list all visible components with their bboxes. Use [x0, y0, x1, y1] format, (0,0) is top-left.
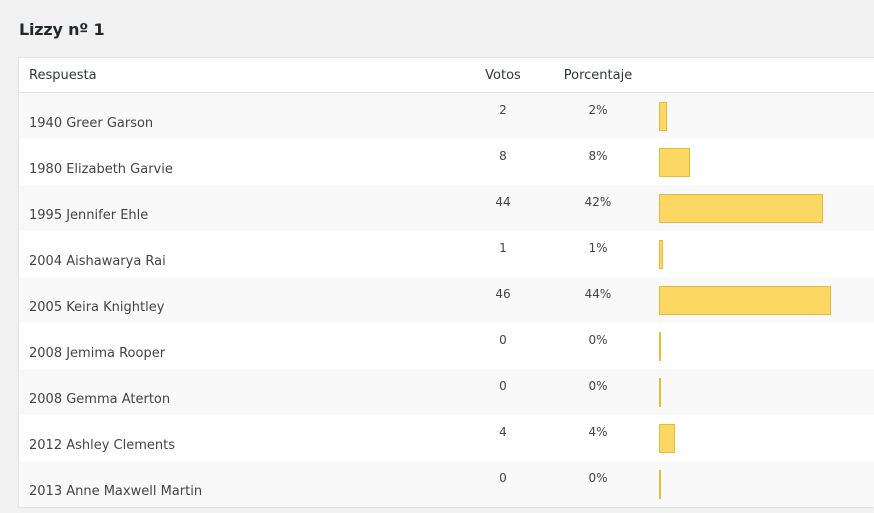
bar-cell: [653, 139, 874, 185]
bar-cell: [653, 323, 874, 369]
percent-cell: 2%: [543, 92, 653, 139]
bar-cell: [653, 185, 874, 231]
votes-cell: 0: [463, 369, 543, 415]
percent-bar: [659, 239, 663, 269]
percent-bar: [659, 285, 831, 315]
percent-cell: 1%: [543, 231, 653, 277]
answer-cell: 2008 Jemima Rooper: [18, 323, 463, 369]
percent-bar: [659, 377, 661, 407]
table-row: 2012 Ashley Clements 4 4%: [18, 415, 874, 461]
table-row: 2004 Aishawarya Rai 1 1%: [18, 231, 874, 277]
table-row: 1980 Elizabeth Garvie 8 8%: [18, 139, 874, 185]
percent-bar: [659, 331, 661, 361]
results-body: 1940 Greer Garson 2 2% 1980 Elizabeth Garvi…: [18, 92, 874, 507]
bar-cell: [653, 415, 874, 461]
column-header-answer: Respuesta: [18, 57, 463, 93]
percent-cell: 42%: [543, 185, 653, 231]
answer-cell: 1940 Greer Garson: [18, 92, 463, 139]
percent-bar: [659, 193, 823, 223]
percent-cell: 0%: [543, 461, 653, 507]
bar-cell: [653, 461, 874, 507]
answer-cell: 2008 Gemma Aterton: [18, 369, 463, 415]
column-header-bar: [653, 57, 874, 93]
column-header-votes: Votos: [463, 57, 543, 93]
percent-cell: 4%: [543, 415, 653, 461]
votes-cell: 2: [463, 92, 543, 139]
bar-cell: [653, 277, 874, 323]
bar-cell: [653, 369, 874, 415]
answer-cell: 2005 Keira Knightley: [18, 277, 463, 323]
table-row: 2008 Gemma Aterton 0 0%: [18, 369, 874, 415]
table-header-row: Respuesta Votos Porcentaje: [18, 57, 874, 93]
table-row: 1995 Jennifer Ehle 44 42%: [18, 185, 874, 231]
percent-bar: [659, 101, 667, 131]
percent-bar: [659, 469, 661, 499]
bar-cell: [653, 92, 874, 139]
table-row: 2013 Anne Maxwell Martin 0 0%: [18, 461, 874, 507]
answer-cell: 2004 Aishawarya Rai: [18, 231, 463, 277]
table-row: 1940 Greer Garson 2 2%: [18, 92, 874, 139]
percent-bar: [659, 423, 675, 453]
answer-cell: 2013 Anne Maxwell Martin: [18, 461, 463, 507]
votes-cell: 4: [463, 415, 543, 461]
percent-cell: 0%: [543, 323, 653, 369]
table-row: 2005 Keira Knightley 46 44%: [18, 277, 874, 323]
column-header-percent: Porcentaje: [543, 57, 653, 93]
bar-cell: [653, 231, 874, 277]
votes-cell: 0: [463, 323, 543, 369]
poll-title: Lizzy nº 1: [19, 20, 105, 39]
percent-cell: 8%: [543, 139, 653, 185]
answer-cell: 1980 Elizabeth Garvie: [18, 139, 463, 185]
votes-cell: 44: [463, 185, 543, 231]
answer-cell: 1995 Jennifer Ehle: [18, 185, 463, 231]
table-row: 2008 Jemima Rooper 0 0%: [18, 323, 874, 369]
votes-cell: 8: [463, 139, 543, 185]
percent-bar: [659, 147, 690, 177]
poll-results-table: Respuesta Votos Porcentaje 1940 Greer Ga…: [18, 57, 874, 507]
votes-cell: 0: [463, 461, 543, 507]
votes-cell: 46: [463, 277, 543, 323]
percent-cell: 44%: [543, 277, 653, 323]
percent-cell: 0%: [543, 369, 653, 415]
answer-cell: 2012 Ashley Clements: [18, 415, 463, 461]
votes-cell: 1: [463, 231, 543, 277]
